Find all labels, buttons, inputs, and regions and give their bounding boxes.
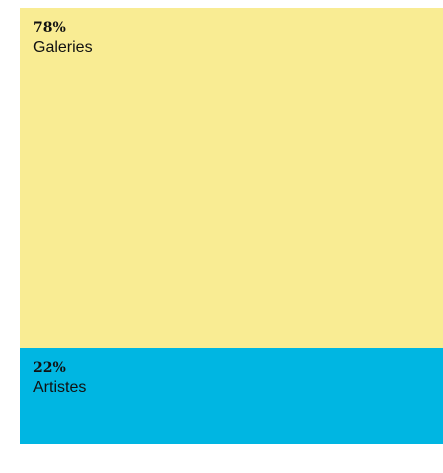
segment-galeries-percent: 78% bbox=[33, 20, 66, 36]
segment-artistes-label: Artistes bbox=[33, 379, 87, 396]
segment-artistes-percent: 22% bbox=[33, 360, 66, 376]
segment-galeries-label: Galeries bbox=[33, 39, 93, 56]
stacked-share-chart: 78% Galeries 22% Artistes bbox=[20, 8, 443, 444]
segment-artistes: 22% Artistes bbox=[20, 348, 443, 444]
segment-galeries: 78% Galeries bbox=[20, 8, 443, 348]
